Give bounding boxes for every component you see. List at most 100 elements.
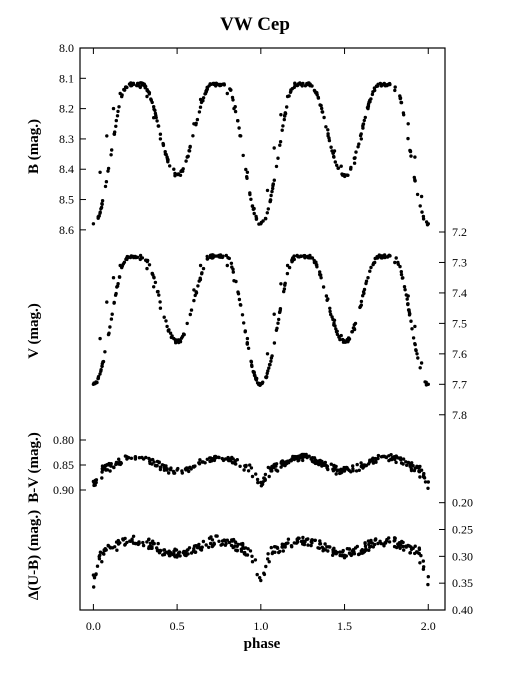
- data-point: [242, 552, 247, 556]
- data-point: [318, 539, 322, 543]
- data-point: [110, 148, 114, 152]
- data-point: [406, 122, 410, 126]
- data-point: [335, 332, 340, 337]
- data-point: [364, 547, 368, 551]
- data-point: [98, 211, 102, 215]
- data-point: [248, 549, 253, 553]
- data-point: [359, 464, 363, 469]
- y-tick-label: 8.0: [59, 41, 74, 55]
- data-point: [98, 170, 102, 174]
- data-point: [223, 543, 228, 547]
- data-point: [355, 462, 359, 467]
- data-point: [312, 260, 317, 265]
- data-point: [91, 573, 96, 577]
- data-point: [318, 270, 322, 274]
- data-point: [111, 106, 116, 111]
- data-point: [183, 467, 188, 471]
- data-point: [142, 84, 147, 88]
- data-point: [359, 461, 363, 465]
- data-point: [128, 255, 133, 260]
- data-point: [270, 469, 274, 473]
- data-point: [409, 547, 414, 552]
- data-point: [147, 263, 152, 267]
- data-point: [329, 145, 333, 149]
- data-point: [131, 534, 136, 538]
- data-point: [413, 324, 417, 329]
- data-point: [212, 541, 216, 545]
- data-point: [232, 279, 236, 283]
- data-point: [363, 544, 368, 548]
- data-point: [326, 297, 330, 301]
- data-point: [366, 276, 370, 280]
- x-tick-label: 2.0: [421, 619, 436, 633]
- y-tick-label: 8.3: [59, 132, 74, 146]
- data-point: [163, 150, 167, 154]
- data-point: [313, 538, 317, 543]
- data-point: [225, 91, 229, 96]
- data-point: [419, 194, 424, 199]
- data-point: [342, 465, 346, 470]
- data-point: [282, 287, 287, 291]
- data-point: [415, 465, 419, 470]
- data-point: [416, 551, 420, 555]
- data-point: [258, 576, 262, 580]
- data-point: [102, 548, 106, 552]
- data-point: [393, 457, 397, 462]
- data-point: [322, 463, 326, 467]
- data-point: [326, 549, 330, 553]
- y-tick-label: 7.3: [452, 255, 467, 269]
- data-point: [373, 456, 378, 461]
- data-point: [340, 550, 345, 554]
- data-point: [292, 257, 296, 262]
- data-point: [328, 306, 332, 310]
- data-point: [122, 260, 127, 264]
- data-point: [270, 189, 274, 194]
- data-point: [422, 476, 427, 480]
- data-point: [239, 134, 243, 138]
- data-point: [154, 464, 159, 468]
- data-point: [152, 107, 156, 112]
- data-point: [106, 169, 110, 173]
- data-point: [265, 188, 270, 193]
- data-point: [375, 255, 379, 259]
- data-point: [347, 551, 352, 555]
- y-tick-label: 0.35: [452, 576, 473, 590]
- data-point: [406, 302, 410, 306]
- data-point: [153, 280, 158, 285]
- data-point: [411, 336, 416, 340]
- data-point: [393, 538, 397, 542]
- data-point: [95, 564, 100, 568]
- data-point: [368, 269, 372, 273]
- data-point: [274, 328, 279, 332]
- data-point: [333, 160, 337, 164]
- data-point: [404, 545, 408, 549]
- data-point: [158, 549, 163, 553]
- data-point: [411, 464, 415, 468]
- data-point: [301, 539, 305, 543]
- data-point: [105, 134, 109, 138]
- data-point: [267, 560, 271, 564]
- plot-frame: [79, 47, 446, 611]
- data-point: [322, 115, 326, 120]
- data-point: [259, 222, 263, 226]
- data-point: [148, 541, 153, 545]
- data-point: [185, 155, 189, 159]
- data-point: [133, 455, 137, 460]
- data-point: [253, 558, 258, 562]
- data-point: [172, 336, 176, 341]
- data-point: [281, 545, 285, 549]
- panels-group: 8.08.18.28.38.48.58.6B (mag.)7.27.37.47.…: [26, 41, 473, 617]
- data-point: [401, 111, 406, 115]
- data-point: [331, 551, 336, 556]
- y-axis-label-V: V (mag.): [26, 303, 42, 359]
- data-point: [267, 366, 271, 370]
- data-point: [147, 92, 151, 96]
- data-point: [283, 111, 287, 115]
- data-point: [373, 538, 378, 542]
- data-point: [296, 540, 300, 544]
- data-point: [426, 222, 430, 226]
- data-point: [192, 122, 196, 126]
- data-point: [191, 134, 195, 138]
- data-point: [264, 564, 268, 569]
- data-point: [177, 550, 182, 554]
